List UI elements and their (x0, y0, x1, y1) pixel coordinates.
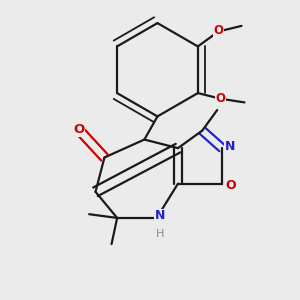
Text: O: O (74, 123, 85, 136)
Text: N: N (225, 140, 236, 153)
Text: O: O (213, 24, 224, 37)
Text: N: N (155, 209, 165, 222)
Text: H: H (156, 229, 164, 238)
Text: O: O (215, 92, 225, 105)
Text: O: O (225, 179, 236, 192)
